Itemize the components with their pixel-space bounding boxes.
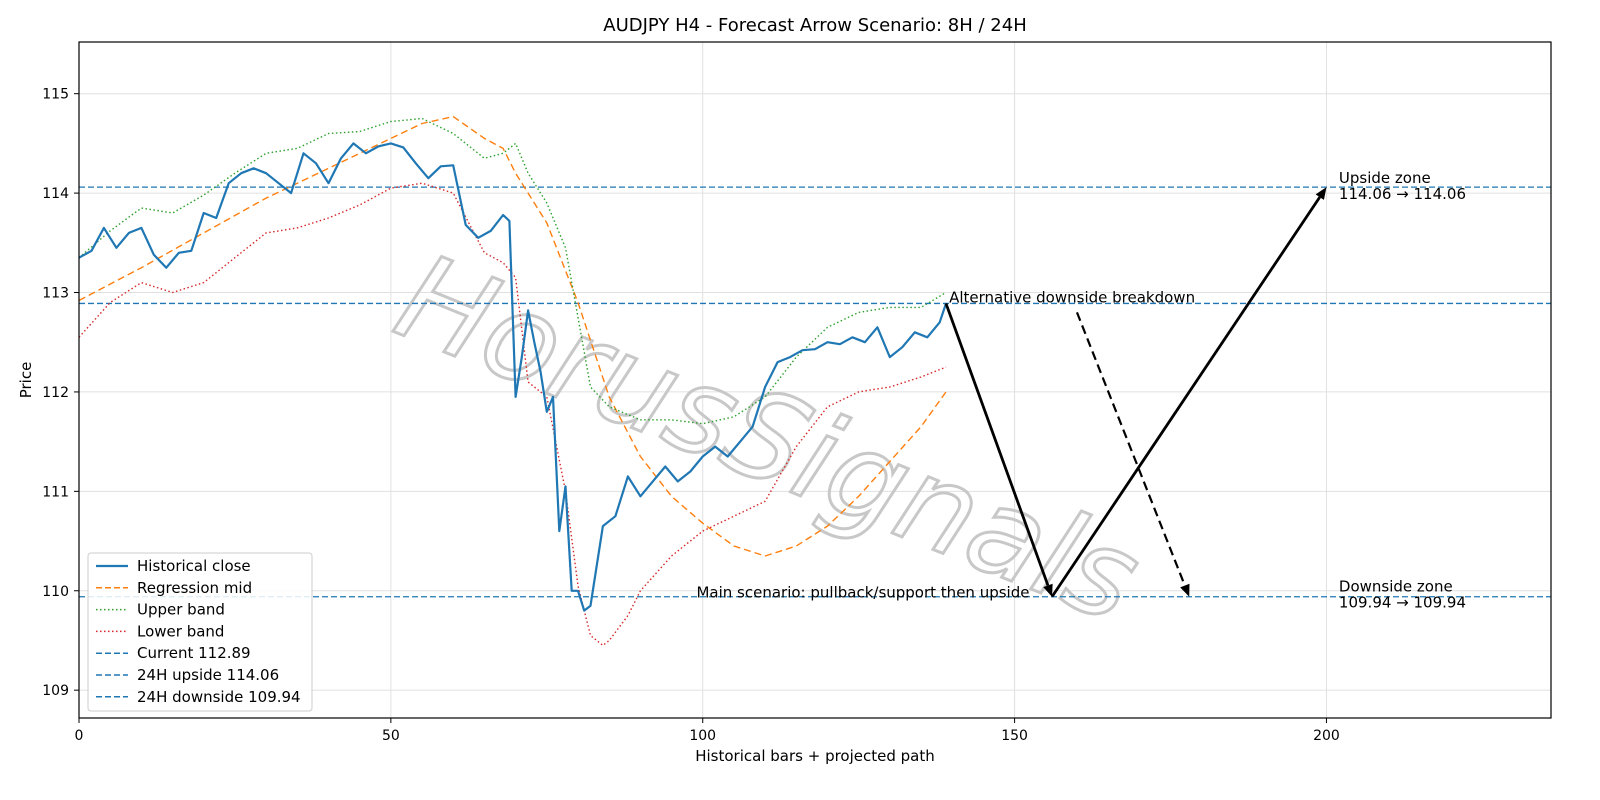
series-line — [78, 117, 947, 425]
annotation-text: Upside zone — [1339, 169, 1431, 187]
y-tick-label: 115 — [42, 87, 69, 103]
x-tick-label: 0 — [75, 728, 84, 744]
legend-box — [87, 552, 313, 712]
plot-frame — [78, 41, 1552, 719]
y-tick-label: 114 — [42, 186, 69, 202]
annotations: Alternative downside breakdown Main scena… — [696, 169, 1466, 612]
annotation-text: Alternative downside breakdown — [949, 288, 1195, 306]
forecast-arrow — [1050, 196, 1321, 598]
annotation-text: Downside zone — [1339, 578, 1453, 596]
x-tick-label: 200 — [1313, 728, 1340, 744]
y-tick-label: 109 — [42, 683, 69, 699]
axis-ticks: 0 50 100 150 200 109 110 111 112 113 114 115 — [42, 87, 1340, 744]
legend-label: 24H upside 114.06 — [137, 666, 279, 684]
annotation-text: Main scenario: pullback/support then ups… — [696, 584, 1029, 602]
x-tick-label: 150 — [1001, 728, 1028, 744]
forecast-arrows — [944, 187, 1327, 598]
legend-label: Historical close — [137, 557, 251, 575]
y-tick-label: 113 — [42, 286, 69, 302]
reference-lines — [79, 186, 1551, 598]
legend: Historical close Regression mid Upper band… — [87, 552, 313, 712]
chart-title: AUDJPY H4 - Forecast Arrow Scenario: 8H … — [603, 15, 1026, 36]
legend-label: 24H downside 109.94 — [137, 688, 301, 706]
x-axis-label: Historical bars + projected path — [695, 747, 935, 765]
y-tick-label: 111 — [42, 484, 69, 500]
series-line — [78, 142, 948, 612]
arrow-head — [1315, 187, 1327, 200]
y-tick-label: 112 — [42, 385, 69, 401]
x-tick-label: 100 — [689, 728, 716, 744]
annotation-text: 109.94 → 109.94 — [1339, 594, 1466, 612]
series-line — [78, 115, 947, 557]
arrow-head — [1180, 583, 1190, 597]
forecast-arrow — [1075, 311, 1186, 586]
annotation-text: 114.06 → 114.06 — [1339, 185, 1466, 203]
y-axis-label: Price — [17, 362, 35, 399]
forecast-arrow — [944, 302, 1050, 586]
legend-label: Upper band — [137, 601, 225, 619]
legend-label: Regression mid — [137, 579, 252, 597]
legend-label: Current 112.89 — [137, 644, 251, 662]
arrow-head — [1043, 583, 1053, 597]
grid — [78, 42, 1551, 718]
y-tick-label: 110 — [42, 584, 69, 600]
legend-label: Lower band — [137, 622, 224, 640]
data-series — [78, 115, 948, 647]
x-tick-label: 50 — [382, 728, 400, 744]
